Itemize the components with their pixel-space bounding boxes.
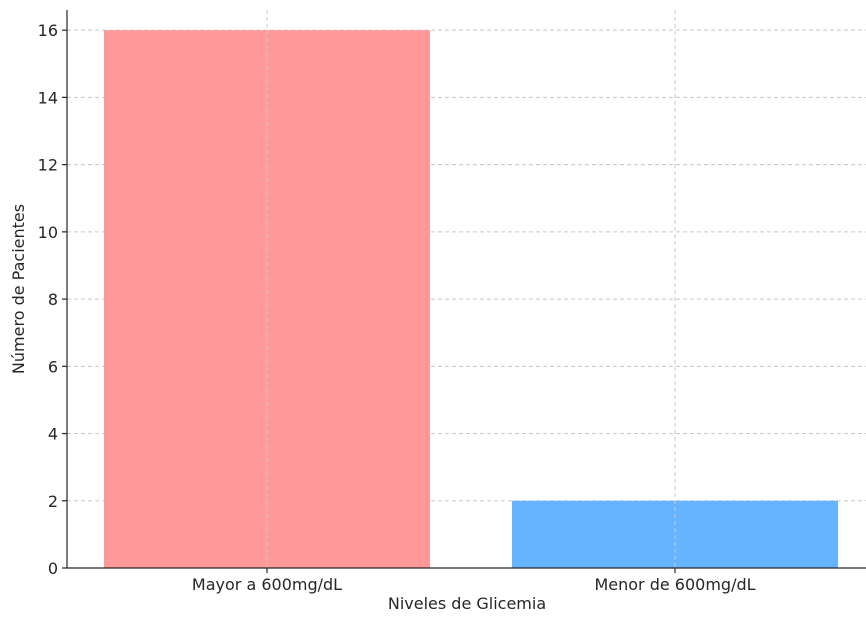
y-tick-label: 14: [38, 88, 58, 107]
bar-layer: [104, 10, 838, 568]
y-tick-label: 0: [48, 559, 58, 578]
y-tick-label: 12: [38, 156, 58, 175]
x-tick-label: Menor de 600mg/dL: [594, 575, 755, 594]
x-tick-label: Mayor a 600mg/dL: [192, 575, 342, 594]
x-axis-title: Niveles de Glicemia: [388, 594, 546, 613]
y-axis-title: Número de Pacientes: [9, 204, 28, 374]
y-tick-label: 6: [48, 357, 58, 376]
y-tick-label: 2: [48, 492, 58, 511]
y-tick-label: 8: [48, 290, 58, 309]
y-tick-label: 4: [48, 425, 58, 444]
y-tick-label: 16: [38, 21, 58, 40]
y-tick-label: 10: [38, 223, 58, 242]
axis-layer: 0 2 4 6 8 10 12 14 16 Mayor a 600mg/dL Menor de 60…: [38, 10, 866, 594]
